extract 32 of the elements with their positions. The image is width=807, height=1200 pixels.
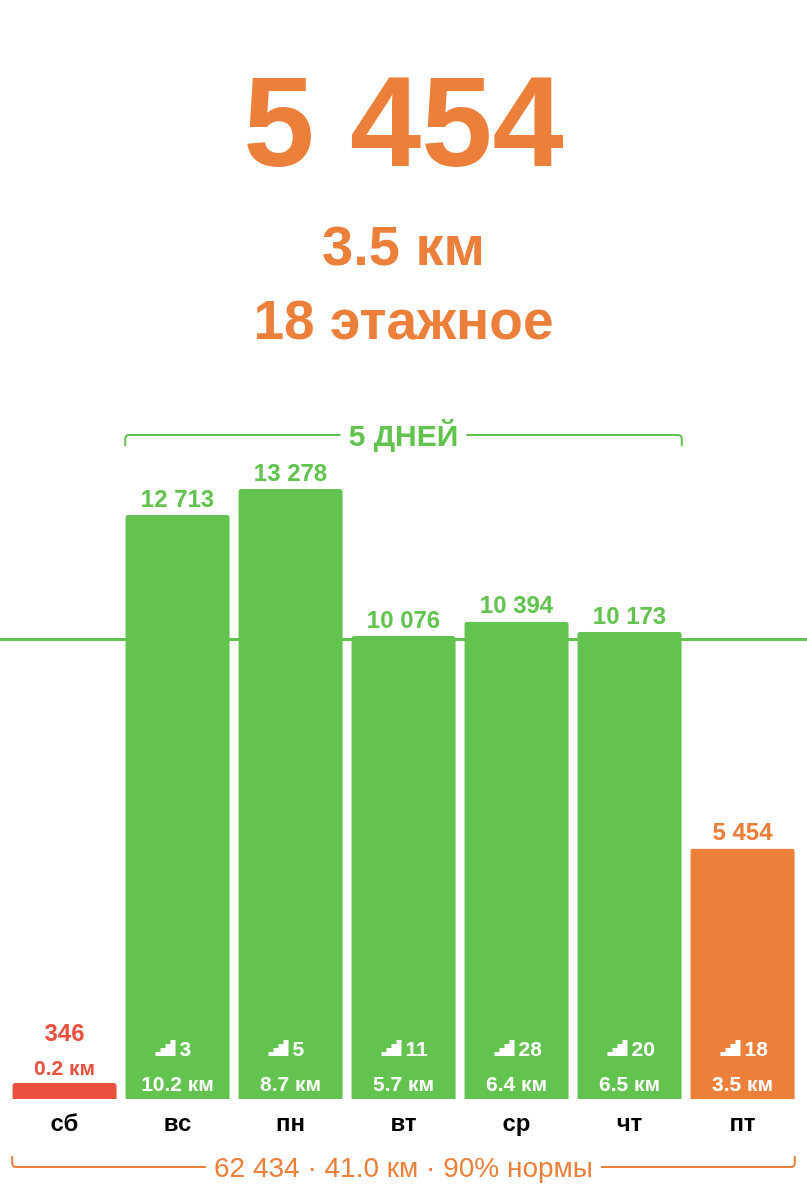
- annotation: 18: [744, 1037, 769, 1060]
- annotation: 6.4 км: [485, 1072, 548, 1095]
- text: 18 этажное: [253, 289, 554, 351]
- data-label: 10 076: [366, 606, 441, 634]
- annotation: 6.5 км: [598, 1072, 661, 1095]
- text: 62 434 · 41.0 км · 90% нормы: [214, 1152, 593, 1183]
- x-tick-label: ср: [502, 1108, 531, 1136]
- data-label: 5 454: [712, 818, 774, 846]
- annotation: 8.7 км: [259, 1072, 322, 1095]
- annotation: 20: [631, 1037, 655, 1060]
- chart-title: 5 454: [243, 50, 564, 193]
- annotation: 5.7 км: [372, 1072, 435, 1095]
- data-label: 13 278: [253, 459, 328, 486]
- x-tick-label: пт: [729, 1108, 756, 1136]
- data-label: 10 173: [592, 601, 667, 629]
- text: 5 ДНЕЙ: [348, 419, 459, 452]
- data-label: 346: [44, 1019, 85, 1047]
- x-tick-label: сб: [50, 1108, 79, 1136]
- annotation: 11: [405, 1037, 429, 1060]
- annotation: 3: [179, 1037, 192, 1060]
- x-tick-label: чт: [616, 1108, 643, 1136]
- data-label: 10 394: [479, 591, 554, 619]
- annotation: 5: [292, 1037, 305, 1060]
- annotation: 3.5 км: [711, 1072, 774, 1095]
- chart-subtitle: 3.5 км: [322, 214, 485, 277]
- x-tick-label: вт: [390, 1108, 417, 1136]
- annotation: 0.2 км: [33, 1056, 96, 1080]
- annotation: 10.2 км: [141, 1072, 214, 1095]
- data-label: 12 713: [140, 484, 215, 512]
- x-tick-label: пн: [276, 1108, 305, 1136]
- annotation: 28: [518, 1037, 543, 1060]
- x-tick-label: вс: [163, 1108, 192, 1136]
